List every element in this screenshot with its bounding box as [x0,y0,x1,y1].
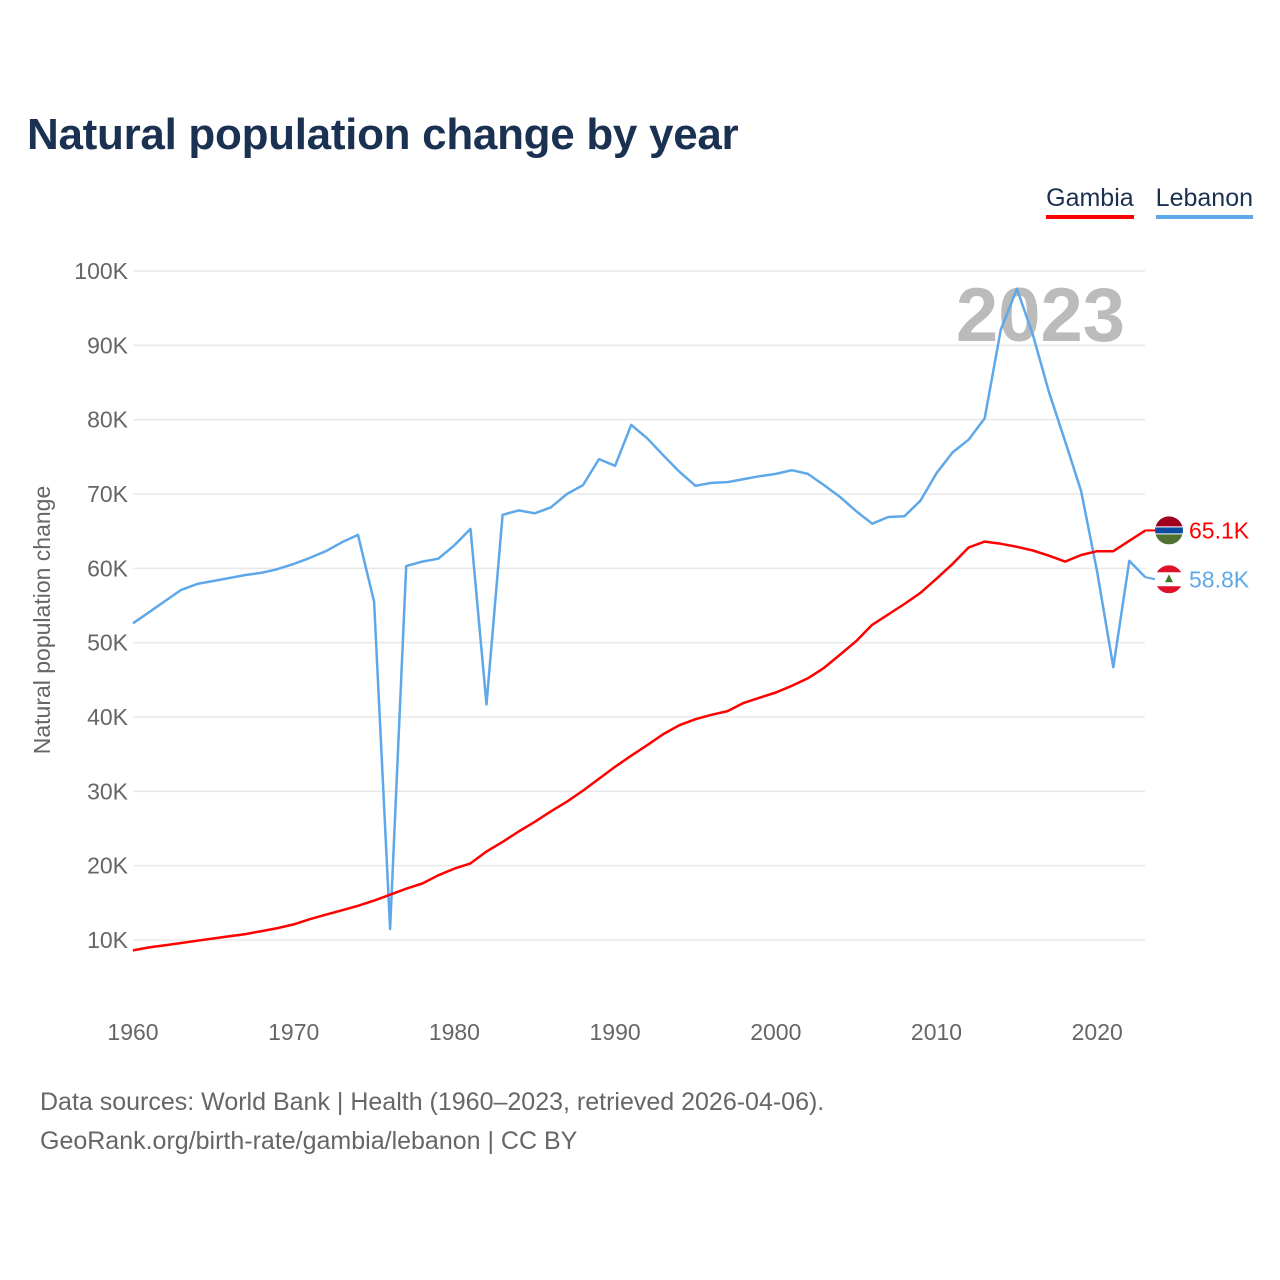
y-tick-label: 90K [87,332,129,358]
year-watermark: 2023 [956,273,1125,358]
x-axis-ticks: 1960 1970 1980 1990 2000 2010 2020 [107,1019,1122,1045]
y-axis-ticks: 10K 20K 30K 40K 50K 60K 70K 80K 90K 100K [74,258,128,953]
credit-link[interactable]: GeoRank.org/birth-rate/gambia/lebanon | … [40,1127,578,1155]
x-tick-label: 2010 [911,1019,962,1045]
cedar-icon [1165,574,1173,583]
x-tick-label: 1970 [268,1019,319,1045]
flag-stripe-bottom [1155,586,1183,594]
end-value-label: 65.1K [1189,517,1250,543]
y-axis-label: Natural population change [29,486,55,755]
flag-stripe-green [1155,534,1183,545]
flag-body [1155,516,1183,545]
x-tick-label: 1990 [590,1019,641,1045]
x-tick-label: 1980 [429,1019,480,1045]
series-line-gambia [132,529,1147,952]
y-tick-label: 70K [87,481,129,507]
y-tick-label: 80K [87,407,129,433]
data-sources: Data sources: World Bank | Health (1960–… [40,1088,825,1116]
flag-stripe-red [1155,516,1183,527]
flag-body [1155,565,1183,594]
legend: Gambia Lebanon [1046,184,1253,219]
series-end-labels: 65.1K 58.8K [1145,516,1250,594]
lebanon-flag-icon [1155,565,1183,594]
series-lines [132,287,1147,952]
legend-item-gambia[interactable]: Gambia [1046,184,1134,219]
chart-title: Natural population change by year [27,110,739,159]
x-tick-label: 2000 [750,1019,801,1045]
gambia-flag-icon [1155,516,1183,545]
flag-stripe-top [1155,565,1183,573]
y-tick-label: 60K [87,555,129,581]
y-tick-label: 20K [87,853,129,879]
y-tick-label: 40K [87,704,129,730]
legend-item-lebanon[interactable]: Lebanon [1155,184,1253,219]
y-tick-label: 50K [87,630,129,656]
y-tick-label: 10K [87,927,129,953]
series-line-lebanon [132,287,1147,931]
y-tick-label: 30K [87,778,129,804]
flag-stripe-blue [1155,527,1183,534]
end-value-label: 58.8K [1189,566,1250,592]
end-connector [1145,576,1156,581]
x-tick-label: 1960 [107,1019,158,1045]
y-tick-label: 100K [74,258,128,284]
x-tick-label: 2020 [1072,1019,1123,1045]
gridlines [133,270,1145,941]
